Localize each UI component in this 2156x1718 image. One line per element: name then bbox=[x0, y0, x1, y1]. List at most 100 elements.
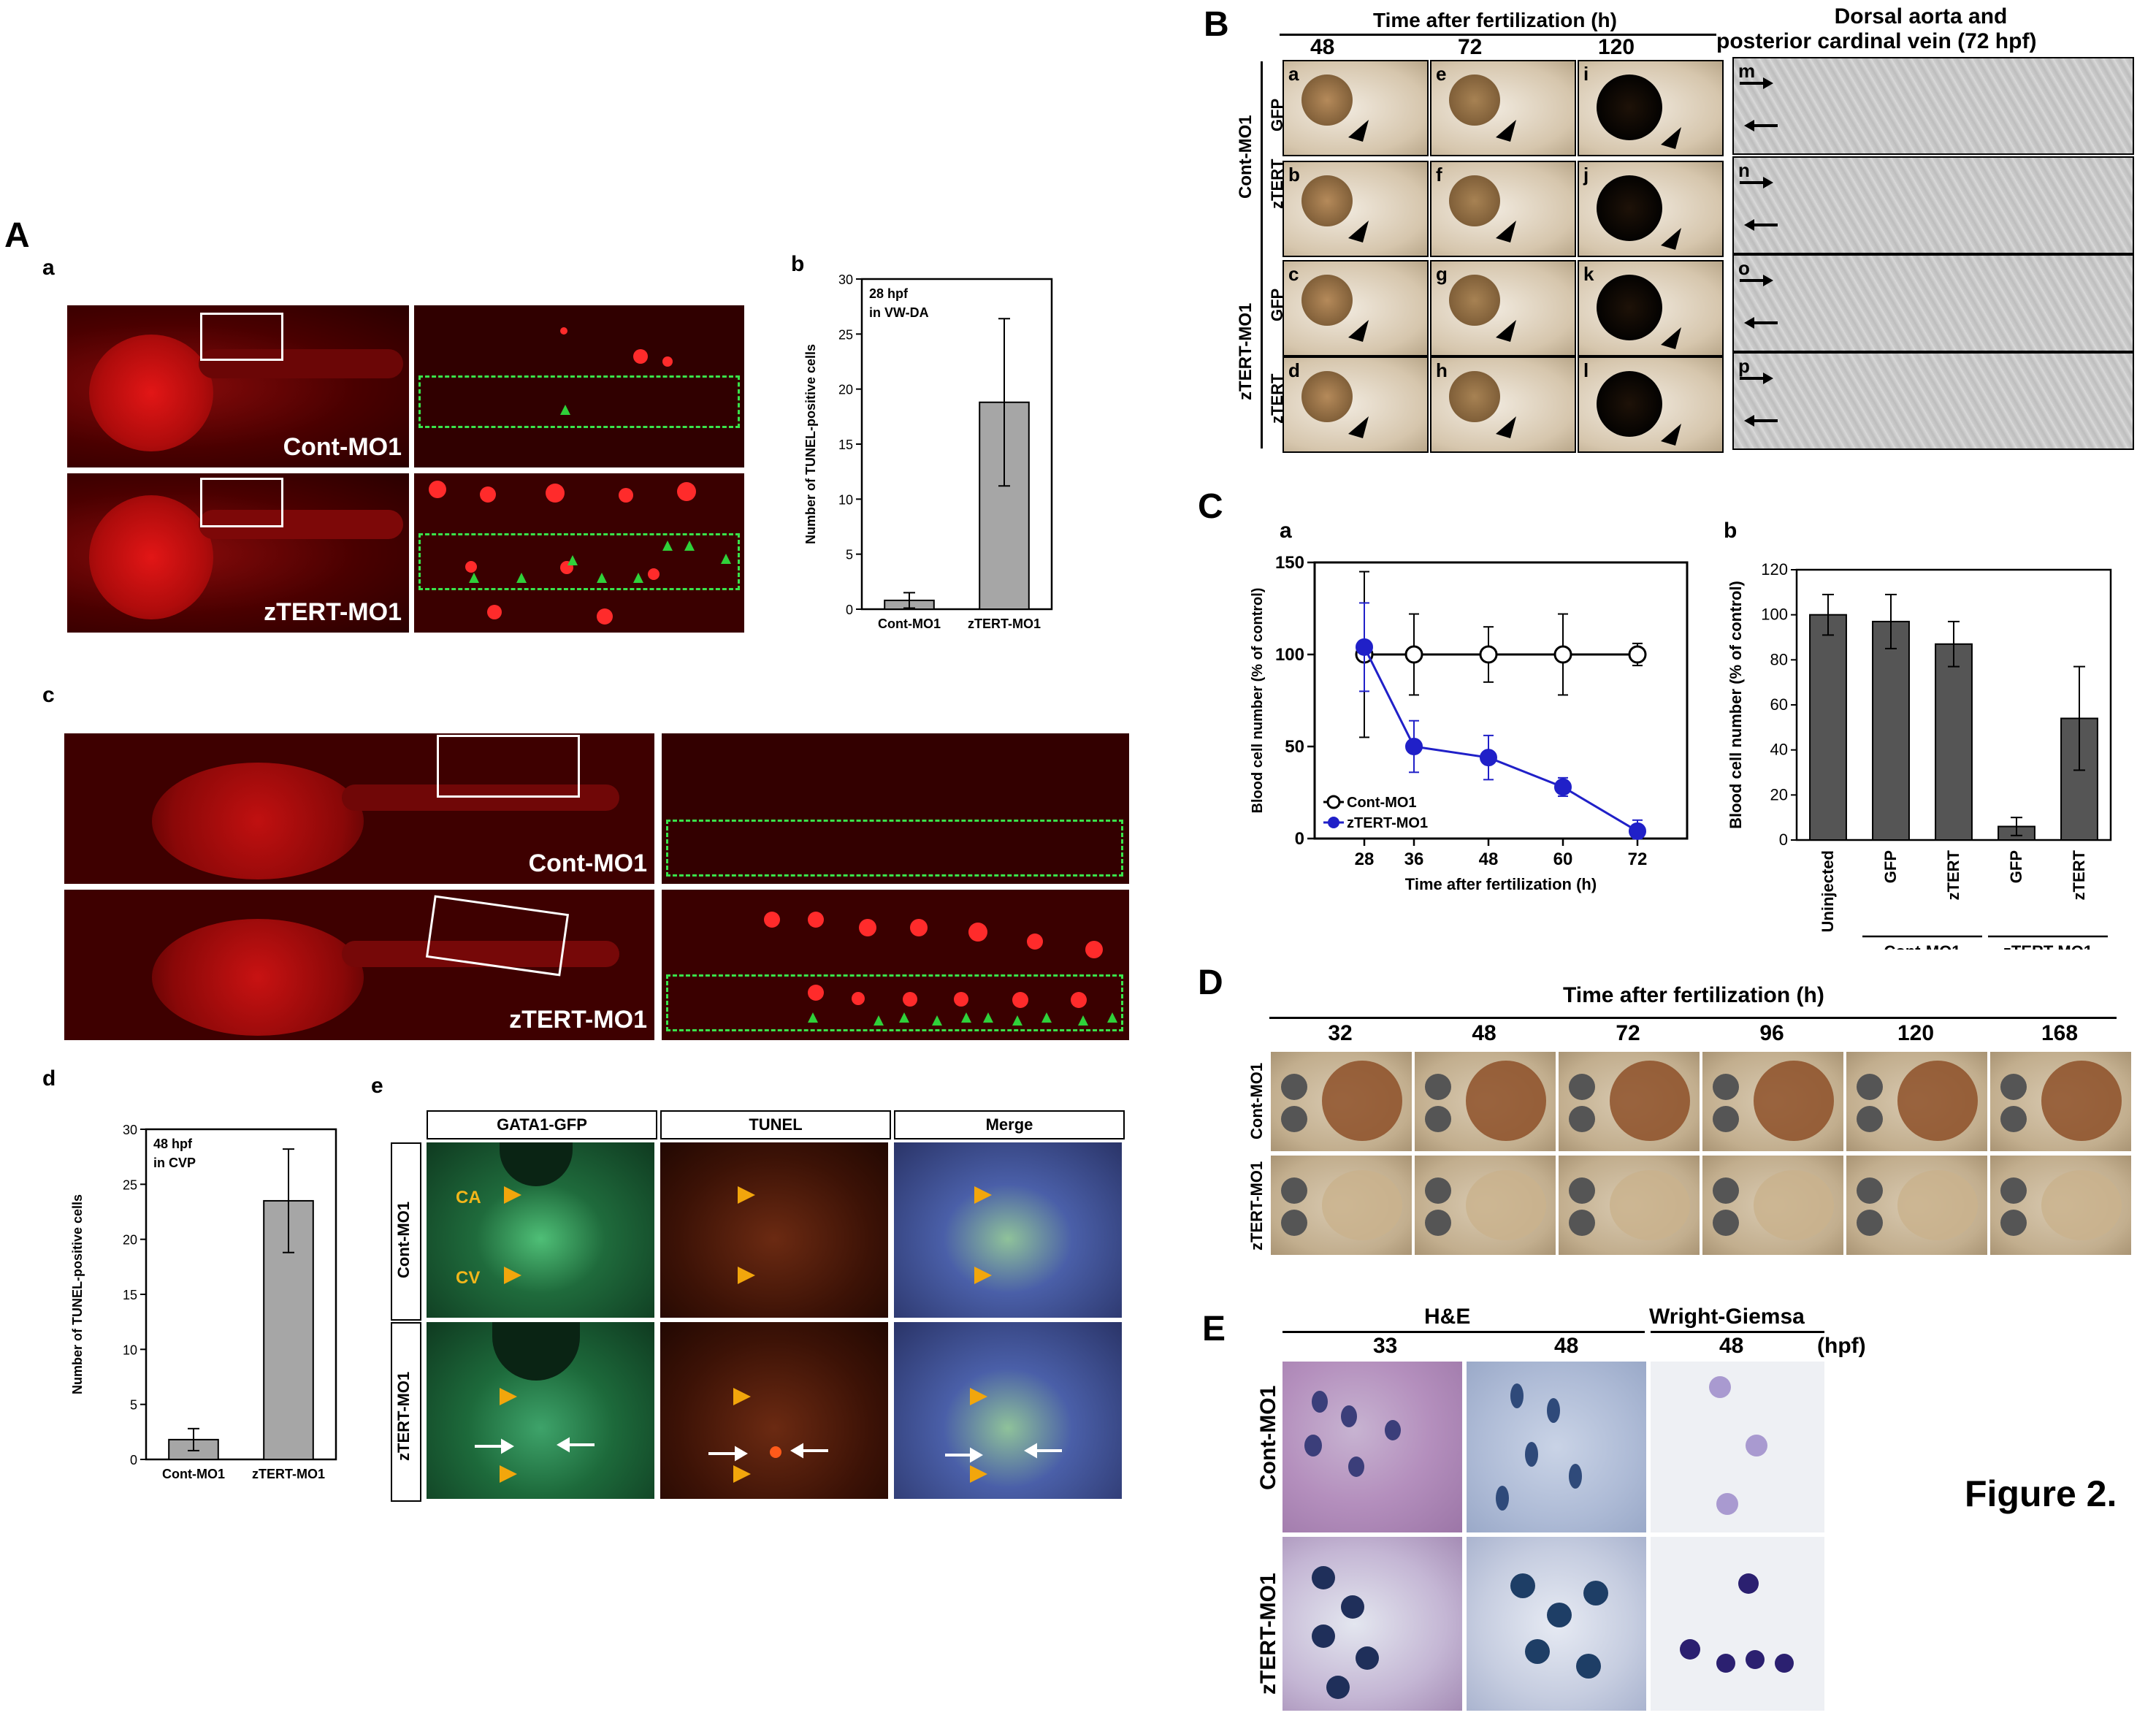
arrowhead-icon bbox=[1348, 221, 1369, 243]
bar bbox=[1935, 643, 1973, 841]
y-tick-label: 5 bbox=[846, 548, 853, 562]
b-photo-letter: g bbox=[1436, 263, 1448, 285]
data-point bbox=[1356, 638, 1373, 656]
panel-e-letter: E bbox=[1202, 1310, 1226, 1348]
e-merge-cont bbox=[894, 1142, 1122, 1318]
data-point bbox=[1628, 645, 1647, 664]
chart-ca: 0 50 100 150 28 36 48 60 72 Time after fertilizat… bbox=[1250, 553, 1689, 893]
chart-ad: 0 5 10 15 20 25 30 Cont-MO1 zTERT-MO1 Number of T… bbox=[70, 1123, 337, 1481]
zoom-box bbox=[437, 735, 580, 798]
x-tick-label: Cont-MO1 bbox=[878, 616, 941, 631]
b-vessel-letter: n bbox=[1738, 159, 1750, 181]
d-time-label: 72 bbox=[1616, 1021, 1640, 1045]
panel-a-sub-c-letter: c bbox=[42, 683, 55, 707]
panel-a-sub-b-letter: b bbox=[791, 252, 805, 276]
d-embryo-photo bbox=[1702, 1156, 1843, 1255]
annotation: 28 hpf bbox=[869, 286, 909, 301]
yolk-shape bbox=[1466, 1061, 1546, 1141]
b-time-120: 120 bbox=[1598, 35, 1635, 59]
e-row-cont: Cont-MO1 bbox=[394, 1201, 413, 1278]
y-tick-label: 20 bbox=[838, 383, 853, 397]
e2-stain-he: H&E bbox=[1424, 1305, 1471, 1329]
yolk-shape bbox=[1754, 1061, 1834, 1141]
annotation: in CVP bbox=[153, 1156, 196, 1170]
e-row-box-zt bbox=[391, 1322, 421, 1502]
d-embryo-photo bbox=[1415, 1156, 1556, 1255]
yolk-shape bbox=[1897, 1061, 1978, 1141]
e-tunel-zt bbox=[660, 1322, 888, 1499]
b-vessel-photo: p bbox=[1732, 352, 2134, 450]
b-group-cont: Cont-MO1 bbox=[1236, 115, 1255, 199]
eye-shape bbox=[2000, 1106, 2027, 1132]
b-header: Time after fertilization (h) bbox=[1373, 9, 1617, 31]
b-embryo-photo: j bbox=[1578, 161, 1724, 257]
y-tick-label: 0 bbox=[1779, 831, 1788, 849]
y-axis-label: Blood cell number (% of control) bbox=[1727, 581, 1745, 829]
e-col-merge: Merge bbox=[894, 1110, 1125, 1139]
y-tick-label: 5 bbox=[130, 1398, 137, 1413]
eye-shape bbox=[1713, 1177, 1739, 1204]
e-cv-label: CV bbox=[456, 1268, 481, 1288]
annotation: 48 hpf bbox=[153, 1137, 193, 1151]
b-group-line-1 bbox=[1261, 61, 1263, 288]
aa-zt-zoom bbox=[414, 473, 744, 633]
data-point bbox=[1479, 645, 1498, 664]
b-vessel-title-2: posterior cardinal vein (72 hpf) bbox=[1716, 29, 2037, 53]
eye-shape bbox=[1713, 1106, 1739, 1132]
x-tick-label: GFP bbox=[2007, 850, 2025, 883]
y-tick-label: 0 bbox=[130, 1453, 137, 1467]
yolk-shape bbox=[1754, 1170, 1834, 1240]
ac-zt-whole: zTERT-MO1 bbox=[64, 890, 654, 1040]
b-embryo-photo: d bbox=[1282, 356, 1429, 453]
b-embryo-photo: a bbox=[1282, 60, 1429, 156]
e2-stain-wg: Wright-Giemsa bbox=[1649, 1305, 1805, 1329]
aa-cont-zoom bbox=[414, 305, 744, 467]
arrowhead-icon bbox=[1496, 221, 1516, 243]
y-tick-label: 10 bbox=[123, 1343, 137, 1357]
e-gfp-cont: CA CV bbox=[427, 1142, 654, 1318]
e2-time-48a: 48 bbox=[1554, 1334, 1579, 1358]
e2-wg-line bbox=[1651, 1331, 1824, 1333]
arrowhead-icon bbox=[1661, 327, 1681, 349]
data-point bbox=[1404, 645, 1423, 664]
b-vessel-letter: p bbox=[1738, 355, 1750, 377]
arrowhead-icon bbox=[1496, 120, 1516, 142]
panel-b-letter: B bbox=[1204, 5, 1229, 44]
eye-shape bbox=[1569, 1177, 1595, 1204]
data-point bbox=[1629, 822, 1646, 840]
arrowhead-icon bbox=[1661, 424, 1681, 446]
x-tick-label: 60 bbox=[1553, 850, 1573, 869]
d-embryo-photo bbox=[1559, 1052, 1700, 1151]
b-embryo-photo: l bbox=[1578, 356, 1724, 453]
e-row-zt: zTERT-MO1 bbox=[394, 1371, 413, 1461]
ac-zt-zoom bbox=[662, 890, 1129, 1040]
eye-shape bbox=[1449, 75, 1500, 126]
y-tick-label: 25 bbox=[123, 1177, 137, 1192]
b-photo-letter: j bbox=[1583, 164, 1589, 186]
panel-a-sub-e-letter: e bbox=[371, 1074, 383, 1098]
e-tunel-cont bbox=[660, 1142, 888, 1318]
aa-zt-whole: zTERT-MO1 bbox=[67, 473, 409, 633]
data-point bbox=[1554, 778, 1572, 796]
eye-shape bbox=[1857, 1177, 1883, 1204]
eye-shape bbox=[1425, 1210, 1451, 1236]
b-embryo-photo: c bbox=[1282, 260, 1429, 356]
arrowhead-icon bbox=[1348, 320, 1369, 342]
d-embryo-photo bbox=[1271, 1156, 1412, 1255]
y-tick-label: 0 bbox=[846, 603, 853, 617]
y-tick-label: 40 bbox=[1770, 741, 1788, 759]
eye-shape bbox=[1301, 175, 1353, 226]
b-vessel-photo: m bbox=[1732, 57, 2134, 155]
eye-shape bbox=[1857, 1210, 1883, 1236]
y-tick-label: 30 bbox=[838, 272, 853, 287]
y-tick-label: 30 bbox=[123, 1123, 137, 1137]
d-time-label: 96 bbox=[1759, 1021, 1784, 1045]
chart-ab: 0 5 10 15 20 25 30 Cont-MO1 zTERT-MO1 Number of T… bbox=[803, 272, 1053, 631]
b-embryo-photo: e bbox=[1430, 60, 1576, 156]
aa-cont-roi bbox=[418, 375, 740, 428]
legend-label: Cont-MO1 bbox=[1347, 795, 1417, 811]
eye-shape bbox=[1597, 175, 1662, 241]
b-embryo-photo: b bbox=[1282, 161, 1429, 257]
arrow-icon bbox=[1740, 373, 1778, 427]
x-tick-label: zTERT-MO1 bbox=[968, 616, 1041, 631]
